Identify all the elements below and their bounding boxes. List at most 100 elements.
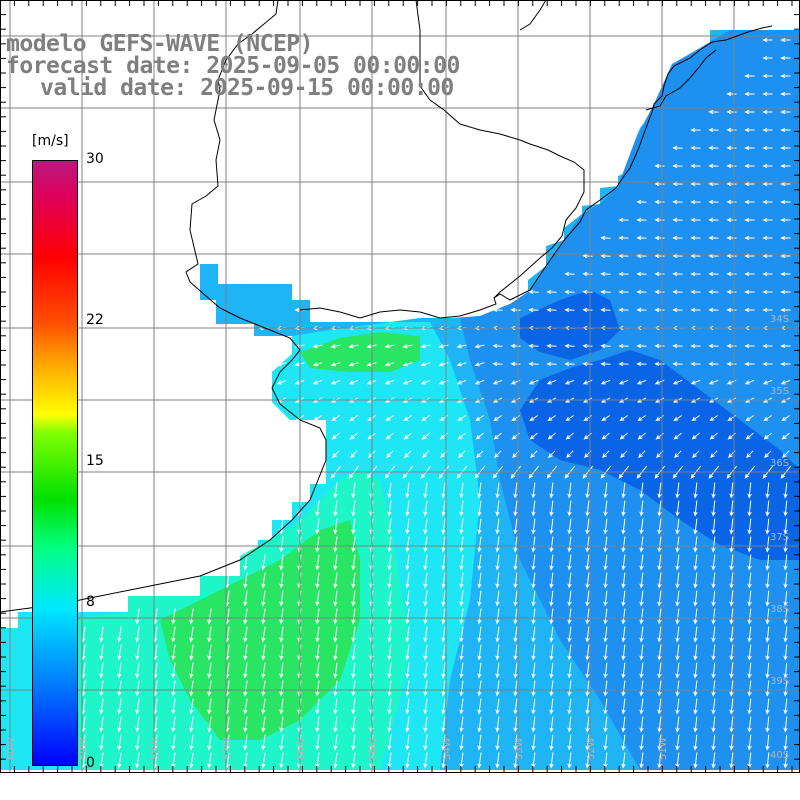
wind-arrow [657, 662, 662, 679]
wind-arrow [423, 536, 428, 553]
wind-arrow [207, 752, 212, 769]
wind-arrow [531, 716, 536, 733]
wind-arrow [657, 482, 662, 499]
wind-arrow [762, 127, 773, 133]
wind-arrow [709, 415, 718, 422]
wind-arrow [493, 415, 502, 422]
wind-arrow [243, 734, 248, 751]
wind-arrow [780, 163, 791, 169]
wind-arrow [546, 307, 557, 313]
wind-arrow [783, 662, 788, 679]
wind-arrow [690, 289, 701, 295]
wind-arrow [744, 379, 755, 385]
wind-arrow [692, 450, 700, 459]
wind-arrow [330, 379, 341, 385]
wind-arrow [279, 536, 284, 553]
wind-arrow [456, 307, 467, 313]
wind-arrow [729, 716, 734, 733]
wind-arrow [711, 626, 716, 643]
latitude-label: 37S [770, 532, 789, 543]
wind-arrow [405, 752, 410, 769]
wind-arrow [783, 536, 788, 553]
wind-arrow [601, 432, 610, 440]
wind-arrow [744, 73, 755, 79]
wind-arrow [782, 450, 790, 459]
latitude-label: 35S [770, 386, 789, 397]
wind-arrow [441, 608, 446, 625]
wind-arrow [603, 536, 608, 553]
wind-arrow [549, 572, 554, 589]
wind-arrow [780, 235, 791, 241]
wind-arrow [495, 734, 500, 751]
wind-arrow [405, 518, 410, 535]
wind-arrow [477, 500, 482, 517]
wind-arrow [672, 271, 683, 277]
wind-arrow [657, 536, 662, 553]
wind-arrow [780, 73, 791, 79]
wind-arrow [729, 482, 734, 499]
wind-arrow [657, 734, 662, 751]
wind-arrow [708, 127, 719, 133]
wind-arrow [621, 644, 626, 661]
coastline-lagoon [645, 49, 717, 111]
wind-arrow [780, 253, 791, 259]
wind-arrow [745, 415, 754, 422]
wind-arrow [330, 344, 341, 349]
wind-arrow [639, 698, 644, 715]
wind-arrow [207, 680, 212, 697]
wind-arrow [708, 379, 719, 385]
wind-arrow [207, 644, 212, 661]
wind-arrow [189, 752, 194, 769]
wind-arrow [783, 572, 788, 589]
wind-arrow [762, 73, 773, 79]
wind-arrow [438, 362, 449, 367]
wind-arrow [99, 698, 104, 715]
wind-arrow [495, 518, 500, 535]
wind-arrow [348, 344, 359, 349]
wind-arrow [495, 698, 500, 715]
wind-arrow [600, 307, 611, 313]
wind-arrow [780, 343, 791, 349]
wind-arrow [423, 554, 428, 571]
wind-arrow [582, 307, 593, 313]
wind-arrow [601, 415, 610, 422]
wind-arrow [549, 734, 554, 751]
wind-arrow [564, 271, 575, 277]
wind-arrow [261, 554, 266, 571]
wind-arrow [387, 500, 392, 517]
wind-arrow [135, 662, 140, 679]
wind-arrow [531, 698, 536, 715]
wind-arrow [744, 109, 755, 115]
wind-arrow [529, 415, 538, 422]
wind-arrow [456, 344, 467, 349]
wind-arrow [639, 572, 644, 589]
wind-arrow [333, 716, 338, 733]
wind-arrow [762, 271, 773, 277]
wind-arrow [513, 734, 518, 751]
wind-arrow [333, 518, 338, 535]
wind-arrow [726, 289, 737, 295]
wind-arrow [729, 590, 734, 607]
wind-arrow [513, 500, 518, 517]
wind-arrow [567, 572, 572, 589]
wind-arrow [189, 716, 194, 733]
wind-arrow [495, 608, 500, 625]
wind-arrow [387, 608, 392, 625]
wind-arrow [765, 518, 770, 535]
wind-arrow [675, 644, 680, 661]
wind-arrow [546, 289, 557, 295]
wind-arrow [675, 608, 680, 625]
wind-arrow [672, 343, 683, 349]
wind-arrow [729, 518, 734, 535]
wind-arrow [726, 361, 737, 367]
wind-arrow [636, 253, 647, 259]
wind-arrow [711, 482, 716, 499]
wind-arrow [693, 626, 698, 643]
wind-arrow [315, 608, 320, 625]
wind-arrow [441, 662, 446, 679]
wind-arrow [747, 662, 752, 679]
wind-arrow [690, 181, 701, 187]
wind-arrow [708, 109, 719, 115]
wind-arrow [279, 716, 284, 733]
wind-arrow [243, 590, 248, 607]
